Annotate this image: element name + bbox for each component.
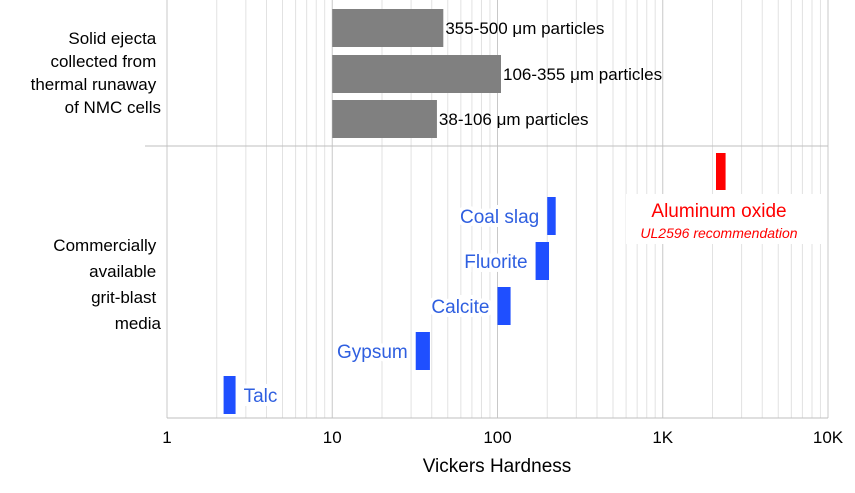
- media-bar: [415, 332, 430, 370]
- group-label-media: Commercially available grit-blast media: [53, 236, 161, 333]
- ejecta-bar-label: 106-355 μm particles: [503, 65, 662, 84]
- x-axis-title: Vickers Hardness: [423, 456, 572, 477]
- ejecta-bar-label: 38-106 μm particles: [439, 110, 589, 129]
- recommended-bar-label: Aluminum oxide: [651, 201, 786, 222]
- media-bar: [497, 287, 511, 325]
- media-bar: [223, 376, 236, 414]
- x-tick-label: 100: [483, 428, 511, 447]
- ejecta-bar: [332, 9, 444, 47]
- x-tick-labels: 1 10 100 1K 10K: [162, 428, 844, 447]
- media-bar: [535, 242, 550, 280]
- bar-labels-layer: 355-500 μm particles 106-355 μm particles…: [240, 19, 798, 411]
- media-bar: [715, 153, 726, 190]
- x-tick-label: 10K: [813, 428, 844, 447]
- label-background: [626, 194, 822, 244]
- ejecta-bar: [332, 55, 502, 93]
- x-tick-label: 10: [323, 428, 342, 447]
- media-bar-label: Talc: [244, 386, 278, 407]
- ejecta-bar-label: 355-500 μm particles: [445, 19, 604, 38]
- media-bar: [547, 197, 556, 235]
- recommendation-note: UL2596 recommendation: [640, 225, 797, 241]
- bars-layer: [223, 9, 822, 414]
- media-bar-label: Gypsum: [337, 342, 408, 363]
- ejecta-bar: [332, 100, 437, 138]
- x-tick-label: 1K: [652, 428, 673, 447]
- x-tick-label: 1: [162, 428, 171, 447]
- media-bar-label: Calcite: [431, 297, 489, 318]
- media-bar-label: Fluorite: [464, 252, 527, 273]
- media-bar-label: Coal slag: [460, 207, 539, 228]
- group-label-ejecta: Solid ejecta collected from thermal runa…: [31, 29, 161, 117]
